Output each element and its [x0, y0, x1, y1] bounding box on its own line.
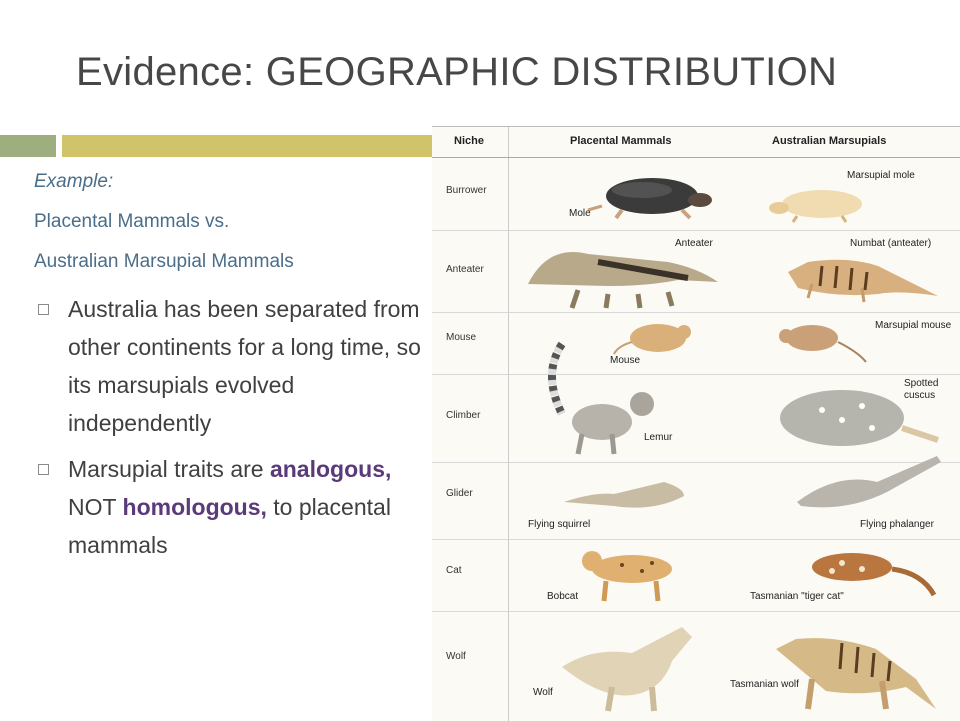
bullet-list: Australia has been separated from other … [34, 290, 429, 564]
square-bullet-icon [38, 464, 49, 475]
placental-caption: Wolf [533, 687, 553, 698]
marsupial-caption: Tasmanian wolf [730, 679, 799, 690]
niche-label: Wolf [446, 651, 466, 662]
marsupial-caption: Flying phalanger [860, 519, 934, 530]
term-homologous: homologous, [122, 494, 267, 520]
text-panel: Example: Placental Mammals vs. Australia… [34, 170, 429, 572]
accent-bar-gold [62, 135, 432, 157]
numbat-illustration [788, 259, 938, 303]
table-row: Glider Flying squirrel Flying phalanger [432, 456, 960, 540]
tiger-cat-illustration [812, 553, 937, 597]
bobcat-illustration [582, 551, 672, 602]
wolf-illustration [562, 627, 692, 712]
placental-caption: Anteater [675, 238, 713, 249]
accent-bar-green [0, 135, 56, 157]
niche-label: Mouse [446, 332, 477, 343]
marsupial-caption: Spotted cuscus [904, 378, 939, 401]
niche-label: Glider [446, 488, 473, 499]
marsupial-caption: Tasmanian "tiger cat" [750, 591, 844, 602]
placental-caption: Flying squirrel [528, 519, 591, 530]
bullet-text-2-mid: NOT [68, 494, 123, 520]
placental-caption: Mouse [610, 355, 641, 366]
tasmanian-wolf-illustration [776, 638, 936, 710]
comparison-line-2: Australian Marsupial Mammals [34, 251, 294, 272]
example-label: Example: [34, 171, 114, 192]
spotted-cuscus-illustration [780, 390, 939, 446]
placental-caption: Mole [569, 208, 591, 219]
table-header: Niche Placental Mammals Australian Marsu… [432, 127, 960, 158]
marsupial-caption: Marsupial mouse [875, 320, 952, 331]
marsupial-mole-illustration [769, 190, 862, 223]
bullet-text-2-post: to placental mammals [68, 494, 391, 558]
lemur-illustration [548, 341, 654, 455]
bullet-item-1: Australia has been separated from other … [34, 290, 429, 442]
flying-squirrel-illustration [564, 482, 684, 508]
marsupial-caption: Numbat (anteater) [850, 238, 932, 249]
table-row: Cat Bobcat Tasmanian "tiger cat" [432, 539, 960, 612]
placental-caption: Bobcat [547, 591, 579, 602]
comparison-line-1: Placental Mammals vs. [34, 211, 230, 232]
flying-phalanger-illustration [797, 456, 941, 508]
bullet-text-1: Australia has been separated from other … [68, 296, 421, 436]
niche-label: Anteater [446, 264, 484, 275]
niche-comparison-table: Niche Placental Mammals Australian Marsu… [432, 126, 960, 721]
bullet-text-2-pre: Marsupial traits are [68, 456, 270, 482]
header-marsupial: Australian Marsupials [772, 135, 887, 147]
slide-title: Evidence: GEOGRAPHIC DISTRIBUTION [76, 50, 838, 94]
placental-caption: Lemur [644, 432, 673, 443]
table-row: Burrower Mole Marsupial mole [432, 158, 960, 231]
header-placental: Placental Mammals [570, 135, 672, 147]
column-divider [508, 127, 509, 721]
niche-label: Climber [446, 410, 481, 421]
marsupial-mouse-illustration [779, 325, 867, 363]
table-row: Mouse Mouse Marsupial mouse [432, 312, 960, 375]
square-bullet-icon [38, 304, 49, 315]
bullet-item-2: Marsupial traits are analogous, NOT homo… [34, 450, 429, 564]
niche-label: Burrower [446, 185, 487, 196]
marsupial-caption: Marsupial mole [847, 170, 915, 181]
header-niche: Niche [454, 135, 484, 147]
table-row: Anteater Anteater Numbat (anteater) [432, 230, 960, 313]
niche-label: Cat [446, 565, 462, 576]
mole-illustration [587, 178, 712, 220]
term-analogous: analogous, [269, 456, 392, 482]
table-row: Wolf Wolf Tasmanian wolf [432, 611, 960, 721]
anteater-illustration [528, 252, 718, 309]
mouse-illustration [613, 324, 691, 355]
table-row: Climber Lemur Spotted cuscus [432, 341, 960, 463]
